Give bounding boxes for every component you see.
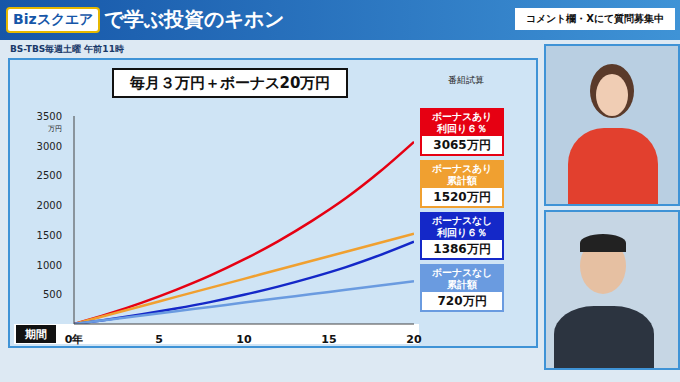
html-text:720万円: 720万円 xyxy=(437,294,487,308)
svg-text:20: 20 xyxy=(406,333,422,346)
html-text:ボーナスあり: ボーナスあり xyxy=(432,111,492,122)
svg-text:15: 15 xyxy=(321,333,336,346)
svg-text:万円: 万円 xyxy=(48,125,62,133)
svg-text:2500: 2500 xyxy=(37,170,62,181)
html-text:利回り６％: 利回り６％ xyxy=(437,123,487,134)
html-text:ボーナスなし: ボーナスなし xyxy=(432,215,492,226)
svg-text:2000: 2000 xyxy=(37,200,62,211)
svg-text:1000: 1000 xyxy=(37,260,62,271)
html-text:で学ぶ投資のキホン: で学ぶ投資のキホン xyxy=(103,7,284,31)
svg-text:3000: 3000 xyxy=(37,141,62,152)
html-text:BS-TBS毎週土曜 午前11時: BS-TBS毎週土曜 午前11時 xyxy=(10,44,124,54)
svg-text:0年: 0年 xyxy=(65,333,84,346)
html-text:利回り６％: 利回り６％ xyxy=(437,227,487,238)
svg-text:500: 500 xyxy=(43,289,62,300)
html-text:ボーナスあり: ボーナスあり xyxy=(432,163,492,174)
html-text:累計額: 累計額 xyxy=(447,279,477,290)
html-text:コメント欄・Xにて質問募集中: コメント欄・Xにて質問募集中 xyxy=(526,13,664,24)
html-text:3065万円: 3065万円 xyxy=(433,138,491,152)
html-text:番組試算: 番組試算 xyxy=(448,75,484,85)
svg-text:10: 10 xyxy=(236,333,252,346)
svg-text:3500: 3500 xyxy=(37,111,62,122)
html-text:1520万円: 1520万円 xyxy=(433,190,491,204)
svg-text:1500: 1500 xyxy=(37,230,62,241)
svg-text:5: 5 xyxy=(155,333,163,346)
html-text:1386万円: 1386万円 xyxy=(433,242,491,256)
html-text:累計額: 累計額 xyxy=(447,175,477,186)
html-text:ボーナスなし: ボーナスなし xyxy=(432,267,492,278)
html-text:毎月３万円＋ボーナス20万円: 毎月３万円＋ボーナス20万円 xyxy=(129,73,331,92)
html-text:Bizスクエア: Bizスクエア xyxy=(13,10,93,27)
html-text:期間: 期間 xyxy=(25,327,47,341)
